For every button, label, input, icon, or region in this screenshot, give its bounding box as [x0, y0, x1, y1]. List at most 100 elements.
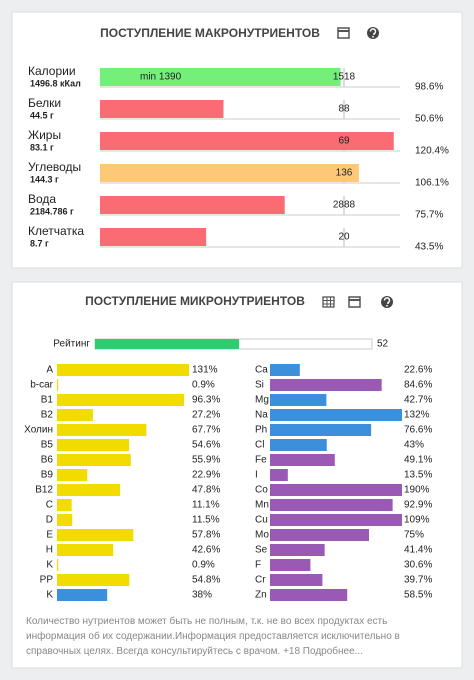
nutrient-name: Вода: [28, 192, 56, 206]
bar: [57, 394, 185, 406]
nutrient-name: Холин: [24, 425, 53, 436]
nutrient-amount: 44.5 г: [30, 110, 54, 120]
percent-label: 132%: [404, 410, 430, 421]
bar: [57, 379, 59, 391]
bar: [57, 544, 114, 556]
bar: [57, 469, 88, 481]
bar: [270, 379, 382, 391]
nutrient-amount: 1496.8 кКал: [30, 78, 81, 88]
nutrient-amount: 8.7 г: [30, 238, 49, 248]
bar: [270, 409, 402, 421]
percent-label: 42.6%: [192, 545, 220, 556]
percent-label: 57.8%: [192, 530, 220, 541]
bar: [100, 100, 224, 118]
bar: [270, 454, 335, 466]
nutrient-name: Клетчатка: [28, 224, 84, 238]
disclaimer: Количество нутриентов может быть не полн…: [26, 616, 400, 657]
percent-label: 11.5%: [192, 515, 220, 526]
bar: [270, 424, 372, 436]
nutrient-name: Si: [255, 380, 264, 391]
percent-label: 106.1%: [415, 178, 449, 189]
percent-label: 50.6%: [415, 114, 443, 125]
bar: [270, 439, 327, 451]
table-icon[interactable]: [322, 296, 335, 308]
nutrient-name: Mo: [255, 530, 269, 541]
percent-label: 84.6%: [404, 380, 432, 391]
bar: [100, 228, 207, 246]
percent-label: 75.7%: [415, 210, 443, 221]
bar: [270, 589, 348, 601]
percent-label: 54.8%: [192, 575, 220, 586]
nutrient-name: I: [255, 470, 258, 481]
percent-label: 98.6%: [415, 82, 443, 93]
percent-label: 41.4%: [404, 545, 432, 556]
bar: [57, 589, 108, 601]
nutrient-name: Cl: [255, 440, 264, 451]
nutrient-name: K: [46, 590, 53, 601]
percent-label: 120.4%: [415, 146, 449, 157]
percent-label: 42.7%: [404, 395, 432, 406]
bar: [270, 499, 393, 511]
percent-label: 22.6%: [404, 365, 432, 376]
percent-label: 54.6%: [192, 440, 220, 451]
target-label: 20: [338, 232, 350, 243]
target-label: 69: [338, 136, 350, 147]
target-label: 88: [338, 104, 350, 115]
bar: [57, 424, 147, 436]
nutrient-name: K: [46, 560, 53, 571]
percent-label: 92.9%: [404, 500, 432, 511]
percent-label: 109%: [404, 515, 430, 526]
nutrient-name: Na: [255, 410, 268, 421]
nutrient-name: Ph: [255, 425, 267, 436]
percent-label: 38%: [192, 590, 212, 601]
help-icon[interactable]: [381, 296, 393, 308]
nutrient-name: Cu: [255, 515, 268, 526]
percent-label: 75%: [404, 530, 424, 541]
target-label: 1518: [333, 72, 356, 83]
calendar-icon[interactable]: [337, 27, 350, 39]
percent-label: 0.9%: [192, 560, 215, 571]
nutrient-name: Fe: [255, 455, 267, 466]
nutrient-name: D: [46, 515, 53, 526]
nutrient-name: F: [255, 560, 261, 571]
nutrient-name: Mn: [255, 500, 269, 511]
nutrient-name: B2: [41, 410, 54, 421]
bar: [57, 574, 130, 586]
nutrient-name: B9: [41, 470, 54, 481]
percent-label: 0.9%: [192, 380, 215, 391]
nutrient-name: Cr: [255, 575, 266, 586]
percent-label: 13.5%: [404, 470, 432, 481]
percent-label: 96.3%: [192, 395, 220, 406]
bar: [270, 544, 325, 556]
bar: [270, 394, 327, 406]
percent-label: 76.6%: [404, 425, 432, 436]
bar: [270, 574, 323, 586]
percent-label: 30.6%: [404, 560, 432, 571]
percent-label: 131%: [192, 365, 218, 376]
bar: [270, 559, 311, 571]
nutrient-name: b-car: [30, 380, 53, 391]
nutrient-name: C: [46, 500, 53, 511]
nutrient-name: B5: [41, 440, 54, 451]
nutrient-name: Калории: [28, 64, 76, 78]
help-icon[interactable]: [367, 27, 379, 39]
percent-label: 55.9%: [192, 455, 220, 466]
nutrient-name: Zn: [255, 590, 267, 601]
bar: [57, 529, 134, 541]
nutrient-amount: 2184.786 г: [30, 206, 74, 216]
calendar-icon[interactable]: [348, 296, 361, 308]
bar: [270, 529, 369, 541]
nutrient-name: A: [46, 365, 53, 376]
nutrient-name: B6: [41, 455, 54, 466]
percent-label: 43%: [404, 440, 424, 451]
nutrient-name: Co: [255, 485, 268, 496]
percent-label: 47.8%: [192, 485, 220, 496]
nutrient-name: Белки: [28, 96, 61, 110]
bar: [100, 132, 394, 150]
nutrient-name: Углеводы: [28, 160, 81, 174]
bar: [100, 196, 285, 214]
bar: [57, 559, 59, 571]
nutrient-name: Ca: [255, 365, 268, 376]
nutrient-name: H: [46, 545, 53, 556]
